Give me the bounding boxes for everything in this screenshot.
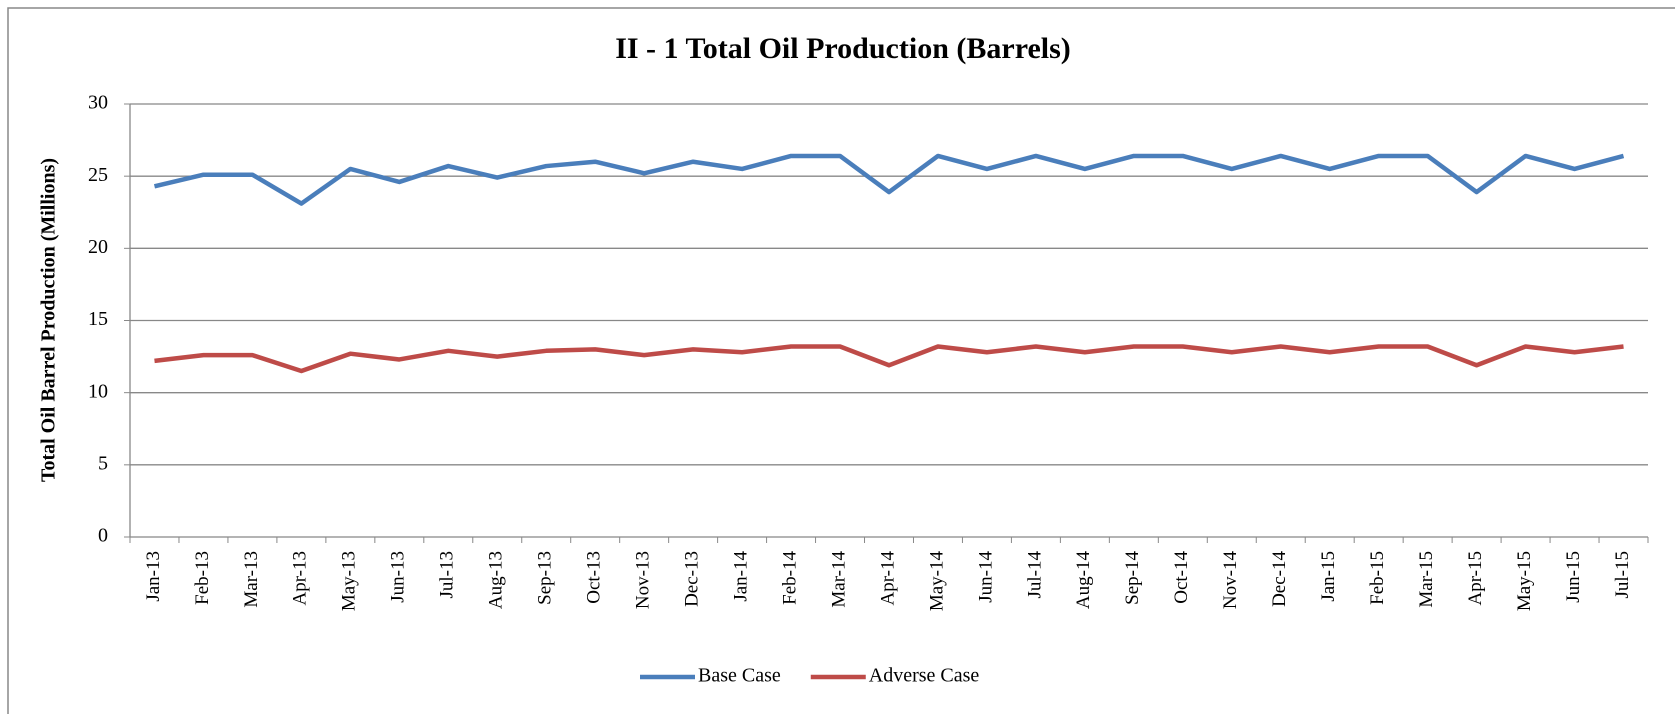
x-tick-label: May-14 <box>926 551 947 612</box>
legend-label: Adverse Case <box>869 665 980 687</box>
x-tick-label: Feb-13 <box>192 551 213 605</box>
chart-border <box>7 7 1675 714</box>
x-tick-label: Mar-14 <box>828 551 849 608</box>
x-tick-label: Jul-14 <box>1024 551 1045 599</box>
x-tick-label: Sep-14 <box>1122 551 1143 605</box>
x-tick-label: Mar-15 <box>1416 551 1437 608</box>
y-tick-label: 15 <box>88 308 108 330</box>
x-tick-label: Apr-14 <box>877 551 898 606</box>
x-tick-label: Jun-15 <box>1563 551 1584 603</box>
x-tick-label: Feb-15 <box>1367 551 1388 605</box>
x-tick-label: May-15 <box>1514 551 1535 611</box>
y-tick-label: 10 <box>88 380 108 402</box>
series-line <box>154 344 1624 374</box>
x-tick-label: Aug-14 <box>1073 551 1094 610</box>
x-tick-label: Oct-14 <box>1171 551 1192 604</box>
chart-title: II - 1 Total Oil Production (Barrels) <box>615 32 1071 65</box>
y-tick-label: 25 <box>88 164 108 186</box>
y-tick-label: 5 <box>98 452 108 474</box>
x-tick-label: Nov-13 <box>633 551 654 609</box>
y-tick-label: 0 <box>98 525 108 547</box>
y-tick-label: 30 <box>88 92 108 114</box>
x-tick-label: Jan-13 <box>143 551 164 602</box>
x-tick-label: Sep-13 <box>535 551 556 605</box>
x-tick-label: Jul-13 <box>437 551 458 599</box>
x-tick-label: Jul-15 <box>1612 551 1633 599</box>
x-tick-label: Jan-15 <box>1318 551 1339 602</box>
x-tick-label: Apr-13 <box>290 551 311 606</box>
x-tick-label: Apr-15 <box>1465 551 1486 606</box>
x-tick-label: Nov-14 <box>1220 551 1241 610</box>
x-tick-label: Feb-14 <box>779 551 800 605</box>
legend-label: Base Case <box>698 665 781 687</box>
x-tick-label: Mar-13 <box>241 551 262 608</box>
x-tick-label: Oct-13 <box>584 551 605 604</box>
x-tick-label: Dec-14 <box>1269 551 1290 607</box>
y-tick-label: 20 <box>88 236 108 258</box>
series-line <box>153 153 1625 206</box>
x-tick-label: Dec-13 <box>681 551 702 607</box>
y-axis-label: Total Oil Barrel Production (Millions) <box>38 158 60 482</box>
x-tick-label: Jun-14 <box>975 551 996 603</box>
x-tick-label: Jan-14 <box>730 551 751 602</box>
x-tick-label: Aug-13 <box>486 551 507 609</box>
x-tick-label: May-13 <box>339 551 360 611</box>
x-tick-label: Jun-13 <box>388 551 409 603</box>
